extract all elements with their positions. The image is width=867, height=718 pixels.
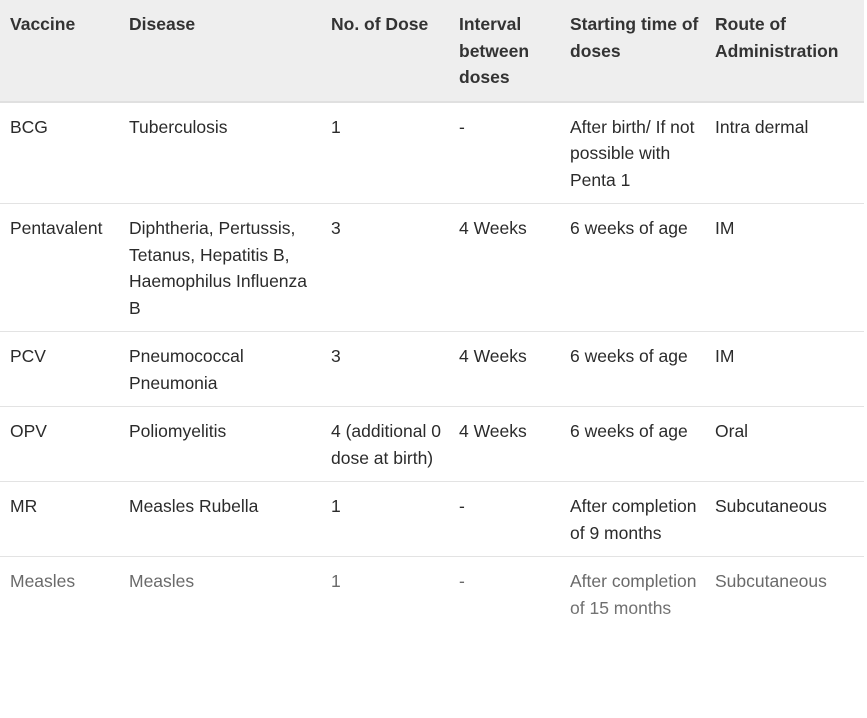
header-route: Route of Administration (705, 0, 864, 103)
cell-interval: - (449, 481, 560, 557)
cell-disease: Measles Rubella (119, 481, 321, 557)
vaccination-schedule-table: Vaccine Disease No. of Dose Interval bet… (0, 0, 864, 632)
table-row: Pentavalent Diphtheria, Pertussis, Tetan… (0, 203, 864, 332)
header-row: Vaccine Disease No. of Dose Interval bet… (0, 0, 864, 103)
table-body: BCG Tuberculosis 1 - After birth/ If not… (0, 101, 864, 632)
cell-dose-count: 3 (321, 331, 449, 407)
cell-interval: - (459, 571, 465, 591)
cell-dose-count: 1 (321, 101, 449, 204)
cell-route: Intra dermal (705, 101, 864, 204)
cell-interval: 4 Weeks (449, 406, 560, 482)
cell-dose-count: 1 (321, 481, 449, 557)
cell-dose-count: 1 (331, 571, 341, 591)
table-row: PCV Pneumococcal Pneumonia 3 4 Weeks 6 w… (0, 331, 864, 407)
cell-disease: Diphtheria, Pertussis, Tetanus, Hepatiti… (119, 203, 321, 332)
table-row: OPV Poliomyelitis 4 (additional 0 dose a… (0, 406, 864, 482)
cell-starting-time: After birth/ If not possible with Penta … (560, 101, 705, 204)
table-row: MR Measles Rubella 1 - After completion … (0, 481, 864, 557)
cell-starting-time: 6 weeks of age (560, 331, 705, 407)
cell-starting-time: 6 weeks of age (560, 406, 705, 482)
cell-vaccine: MR (0, 481, 119, 557)
cell-vaccine: BCG (0, 101, 119, 204)
cell-vaccine: Measles (10, 571, 76, 591)
cell-interval: - (449, 101, 560, 204)
header-no-of-dose: No. of Dose (321, 0, 449, 103)
cell-route: Subcutaneous (715, 571, 827, 591)
cell-disease: Pneumococcal Pneumonia (119, 331, 321, 407)
header-starting-time: Starting time of doses (560, 0, 705, 103)
cell-dose-count: 4 (additional 0 dose at birth) (321, 406, 449, 482)
cell-interval: 4 Weeks (449, 331, 560, 407)
cell-vaccine: Pentavalent (0, 203, 119, 332)
cell-vaccine: OPV (0, 406, 119, 482)
header-vaccine: Vaccine (0, 0, 119, 103)
cell-interval: 4 Weeks (449, 203, 560, 332)
header-interval: Interval between doses (449, 0, 560, 103)
table-row: BCG Tuberculosis 1 - After birth/ If not… (0, 101, 864, 204)
header-disease: Disease (119, 0, 321, 103)
table-row: Measles Measles 1 - After completion of … (0, 557, 864, 632)
cell-route: Oral (705, 406, 864, 482)
cell-route: IM (705, 331, 864, 407)
vaccination-schedule-table-container: Vaccine Disease No. of Dose Interval bet… (0, 0, 864, 632)
cell-dose-count: 3 (321, 203, 449, 332)
cell-route: IM (705, 203, 864, 332)
cell-route: Subcutaneous (705, 481, 864, 557)
cell-starting-time: After completion of 9 months (560, 481, 705, 557)
cell-disease: Tuberculosis (119, 101, 321, 204)
cell-vaccine: PCV (0, 331, 119, 407)
table-header: Vaccine Disease No. of Dose Interval bet… (0, 0, 864, 103)
cell-disease: Poliomyelitis (119, 406, 321, 482)
cell-starting-time: 6 weeks of age (560, 203, 705, 332)
cell-disease: Measles (129, 571, 195, 591)
cell-starting-time: After completion of 15 months (570, 571, 697, 618)
